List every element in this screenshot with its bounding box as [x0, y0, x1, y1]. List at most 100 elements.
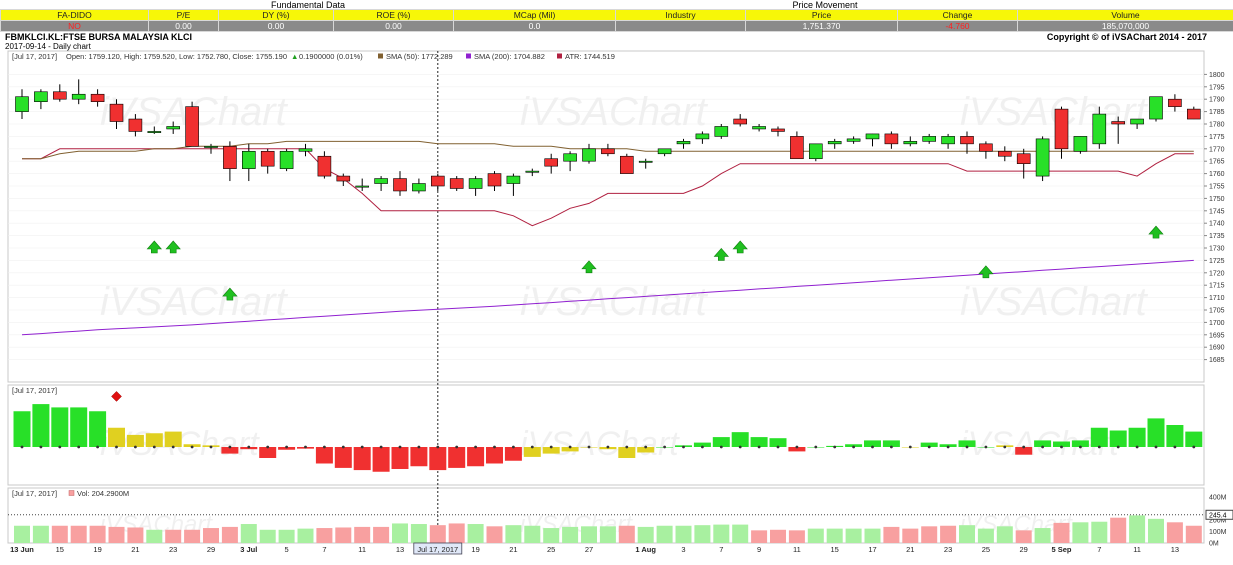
indicator-bar: [1090, 427, 1108, 447]
indicator-bar: [1015, 447, 1033, 455]
indicator-dot: [436, 445, 440, 449]
indicator-dot: [701, 445, 704, 449]
watermark-text: iVSAChart: [960, 280, 1149, 324]
price-axis-label: 1700: [1209, 320, 1225, 327]
volume-bar: [448, 523, 465, 543]
candles: [15, 79, 1201, 196]
candle-body: [204, 146, 218, 148]
indicator-dot: [266, 445, 270, 449]
candle-body: [619, 155, 634, 174]
price-legend-date: [Jul 17, 2017]: [12, 52, 57, 61]
sma200-legend-swatch: [466, 53, 471, 59]
copyright: Copyright © of iVSAChart 2014 - 2017: [1046, 32, 1207, 42]
indicator-bar: [769, 438, 787, 447]
candle-body: [147, 131, 162, 133]
indicator-bar: [712, 437, 730, 447]
indicator-dot: [417, 445, 421, 449]
x-axis-label: 3: [681, 545, 685, 554]
volume-bar: [637, 526, 654, 543]
volume-bar: [14, 525, 30, 543]
indicator-bar: [467, 447, 485, 467]
cursor-date-box: [413, 542, 463, 555]
sma200-line: [21, 259, 1194, 336]
indicator-dot: [1116, 445, 1120, 449]
price-axis-label: 1695: [1209, 332, 1225, 339]
indicator-dot: [890, 445, 893, 449]
indicator-bar: [1128, 427, 1146, 447]
indicator-dot: [379, 445, 383, 449]
x-axis-label: 29: [1020, 545, 1028, 554]
volume-bar: [694, 525, 711, 543]
indicator-bar: [259, 447, 277, 458]
candle-body: [90, 93, 105, 102]
atr-line: [22, 148, 1194, 227]
atr-legend-swatch: [557, 53, 562, 59]
candle-body: [525, 170, 540, 173]
indicator-dot: [1003, 445, 1007, 449]
volume-bar: [486, 526, 503, 543]
price-axis-label: 1720: [1209, 270, 1225, 277]
volume-bar: [959, 525, 975, 543]
price-panel-frame: [7, 50, 1205, 383]
volume-bar: [259, 529, 276, 543]
volume-bar: [316, 528, 333, 543]
volume-legend-swatch: [68, 490, 75, 496]
volume-bar: [392, 523, 408, 543]
indicator-bar: [391, 447, 409, 469]
indicator-bar: [864, 440, 881, 447]
indicator-dot: [852, 445, 855, 449]
industry-value: [615, 20, 746, 32]
volume-bar: [618, 525, 635, 543]
price-axis-label: 1745: [1209, 208, 1225, 215]
x-axis-label: 13: [396, 545, 404, 554]
indicator-dot: [568, 445, 572, 449]
candle-body: [1035, 138, 1050, 177]
indicator-bar: [372, 447, 390, 472]
indicator-dot: [512, 445, 515, 449]
indicator-dot: [134, 445, 137, 449]
x-axis-label: 1 Aug: [635, 545, 656, 554]
x-axis-label: 23: [169, 545, 177, 554]
x-axis-label: 19: [471, 545, 479, 554]
volume-bar: [1072, 522, 1089, 543]
price-axis-label: 1730: [1209, 246, 1225, 253]
indicator-bar: [731, 432, 749, 447]
x-axis-label: 17: [868, 545, 876, 554]
symbol-title: FBMKLCI.KL:FTSE BURSA MALAYSIA KLCI: [5, 32, 192, 42]
x-axis-label: 11: [358, 545, 366, 554]
indicator-bar: [504, 447, 522, 461]
price-axis-label: 1775: [1209, 134, 1225, 141]
indicator-bar: [1034, 440, 1052, 447]
candle-body: [1073, 136, 1088, 152]
x-axis: 13 Jun 15 19 21 23 29 3 Jul 5 7 11 13 Jul 17, 2017 1…: [10, 542, 1179, 555]
candle-body: [1130, 118, 1144, 125]
candle-body: [733, 118, 748, 125]
candle-body: [128, 118, 143, 132]
volume-bar: [902, 528, 919, 543]
price-axis-label: 1685: [1209, 357, 1225, 364]
x-axis-label: 21: [131, 545, 139, 554]
volume-bar: [656, 525, 673, 543]
volume-bar: [845, 528, 862, 543]
x-axis-label: 11: [1133, 545, 1141, 554]
signal-arrow: [165, 240, 181, 254]
price-axis-label: 1750: [1209, 196, 1225, 203]
indicator-dot: [228, 445, 232, 449]
indicator-bar: [334, 447, 352, 468]
volume-bar: [921, 526, 938, 543]
candle-body: [317, 155, 332, 177]
volume-bar: [1166, 522, 1183, 543]
indicator-dot: [663, 445, 666, 449]
price-axis-label: 1785: [1209, 109, 1225, 116]
pe-value: 0.00: [148, 20, 219, 32]
candle-body: [260, 150, 275, 167]
indicator-dot: [115, 445, 118, 449]
volume-bar: [89, 525, 106, 543]
roe-value: 0.00: [333, 20, 454, 32]
candle-body: [601, 148, 615, 155]
candle-body: [487, 173, 502, 187]
indicator-dot: [360, 445, 364, 449]
candle-body: [884, 133, 899, 145]
indicator-dot: [719, 445, 723, 449]
